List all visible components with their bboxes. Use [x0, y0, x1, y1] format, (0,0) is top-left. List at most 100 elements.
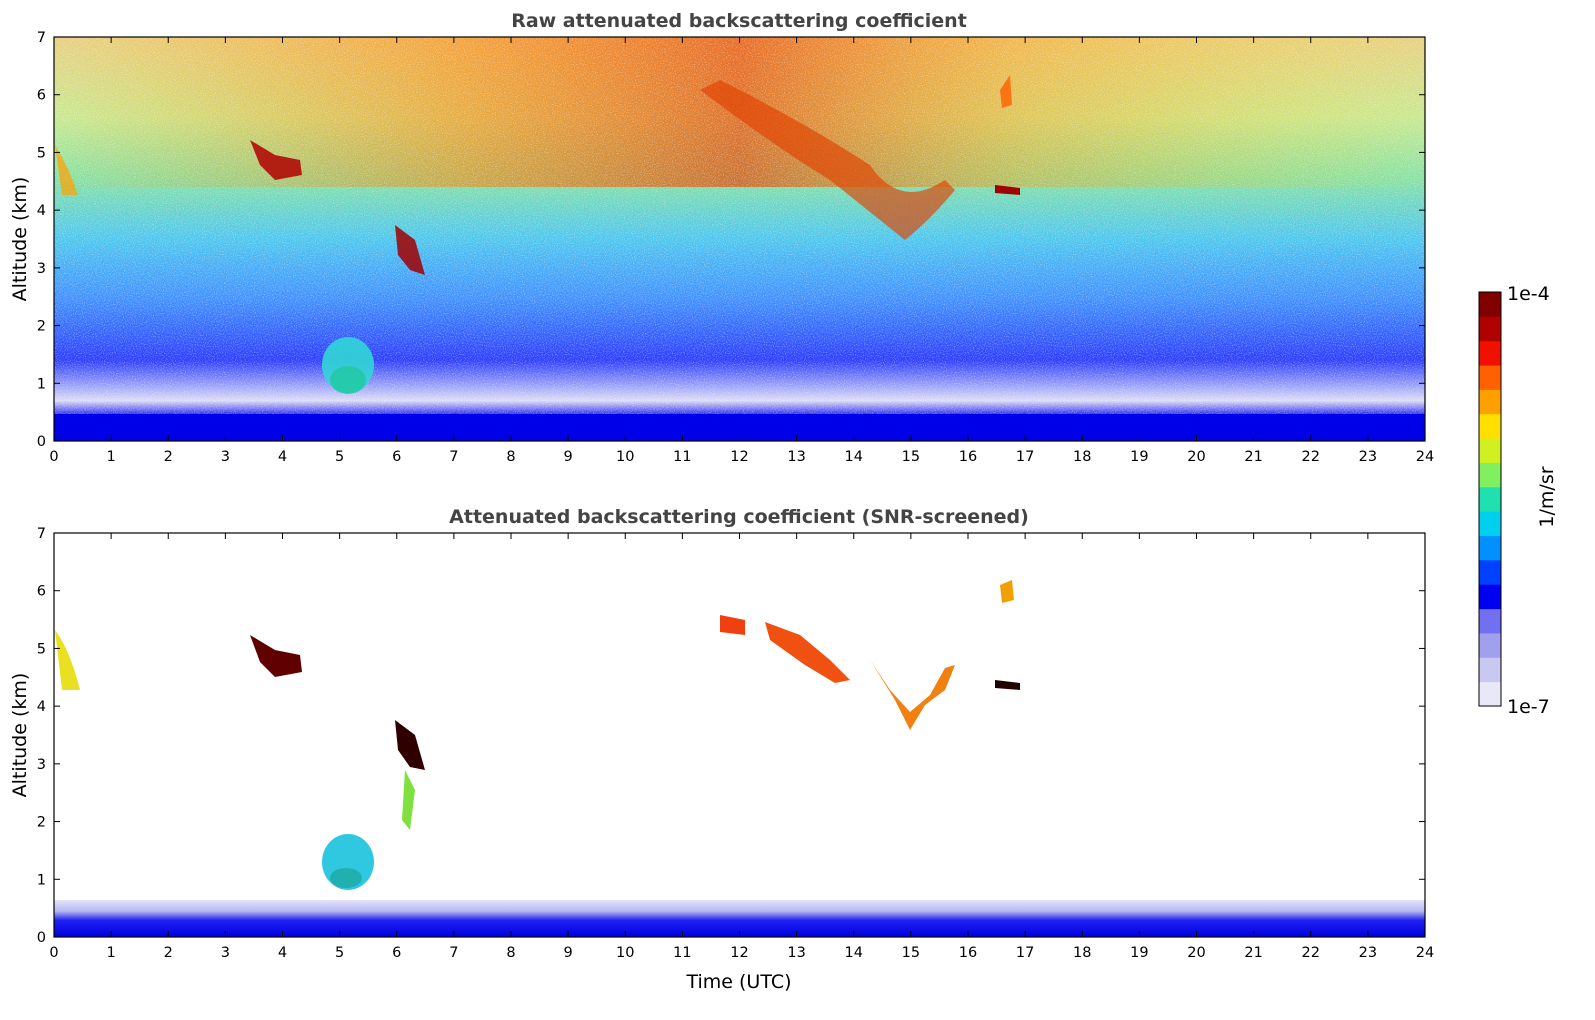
raw-cloud-c — [995, 185, 1020, 195]
x-tick-label: 18 — [1073, 945, 1091, 961]
y-tick-label: 3 — [37, 261, 46, 277]
x-tick-label: 17 — [1016, 945, 1034, 961]
screened-low-cloud-core — [330, 868, 362, 888]
x-tick-label: 24 — [1416, 945, 1434, 961]
colorbar-band — [1479, 486, 1501, 512]
x-tick-label: 15 — [902, 449, 920, 465]
x-tick-label: 1 — [107, 449, 116, 465]
x-tick-label: 20 — [1187, 449, 1205, 465]
x-tick-label: 22 — [1302, 449, 1320, 465]
screened-cloud-b — [395, 720, 425, 770]
x-tick-label: 7 — [449, 449, 458, 465]
colorbar-band — [1479, 365, 1501, 390]
x-tick-label: 5 — [335, 945, 344, 961]
x-tick-label: 17 — [1016, 449, 1034, 465]
colorbar-frame — [1478, 291, 1502, 707]
y-tick-label: 2 — [37, 319, 46, 335]
x-tick-label: 18 — [1073, 449, 1091, 465]
y-tick-label: 7 — [37, 526, 46, 542]
screened-cloud-e — [1000, 580, 1014, 603]
panel-raw: Raw attenuated backscattering coefficien… — [9, 10, 1434, 465]
x-tick-label: 14 — [845, 449, 863, 465]
screened-layer-1 — [720, 615, 745, 635]
colorbar-band — [1479, 608, 1501, 634]
raw-cloud-left — [55, 145, 78, 195]
colorbar-band — [1479, 559, 1501, 585]
colorbar-band — [1479, 340, 1501, 366]
screened-cloud-c — [402, 770, 415, 830]
x-tick-label: 11 — [673, 945, 691, 961]
x-tick-label: 16 — [959, 945, 977, 961]
x-tick-label: 6 — [392, 449, 401, 465]
x-tick-label: 3 — [221, 945, 230, 961]
x-tick-label: 19 — [1130, 945, 1148, 961]
raw-cloud-b — [395, 225, 425, 275]
screened-cloud-a — [250, 635, 302, 677]
x-tick-label: 24 — [1416, 449, 1434, 465]
y-tick-label: 0 — [37, 930, 46, 946]
x-tick-label: 21 — [1244, 449, 1262, 465]
colorbar-band — [1479, 389, 1501, 415]
colorbar-band — [1479, 292, 1501, 317]
x-tick-label: 23 — [1359, 449, 1377, 465]
y-tick-label: 6 — [37, 88, 46, 104]
y-tick-label: 1 — [37, 872, 46, 888]
x-tick-label: 9 — [564, 449, 573, 465]
colorbar-unit-label: 1/m/sr — [1536, 466, 1558, 527]
x-tick-label: 23 — [1359, 945, 1377, 961]
x-tick-label: 12 — [730, 945, 748, 961]
x-tick-label: 9 — [564, 945, 573, 961]
screened-boundary-layer — [54, 900, 1425, 937]
panel-raw-ylabel: Altitude (km) — [9, 177, 31, 302]
colorbar-band — [1479, 316, 1501, 342]
x-tick-label: 6 — [392, 945, 401, 961]
screened-axis-ticks: 0 1 2 3 4 5 6 7 8 9 10 11 12 13 14 15 16 17 18 19 20 21 22 23 24… — [37, 526, 1434, 961]
screened-layer-3 — [870, 660, 955, 730]
x-tick-label: 11 — [673, 449, 691, 465]
y-tick-label: 0 — [37, 434, 46, 450]
screened-background — [54, 533, 1425, 937]
x-tick-label: 2 — [164, 449, 173, 465]
x-tick-label: 0 — [49, 449, 58, 465]
colorbar-max-label: 1e-4 — [1507, 283, 1550, 305]
screened-cloud-left — [55, 630, 80, 690]
x-tick-label: 8 — [506, 449, 515, 465]
raw-cloud-d — [1000, 75, 1012, 108]
x-tick-label: 4 — [278, 945, 287, 961]
raw-low-cloud-core — [330, 366, 366, 394]
x-tick-label: 10 — [616, 945, 634, 961]
x-tick-label: 19 — [1130, 449, 1148, 465]
raw-elevated-layer — [700, 80, 955, 240]
colorbar-band — [1479, 632, 1501, 658]
x-tick-label: 1 — [107, 945, 116, 961]
x-tick-label: 14 — [845, 945, 863, 961]
y-tick-label: 1 — [37, 376, 46, 392]
y-tick-label: 7 — [37, 30, 46, 46]
x-tick-label: 7 — [449, 945, 458, 961]
colorbar-bands — [1479, 292, 1501, 707]
colorbar-band — [1479, 462, 1501, 488]
x-tick-label: 3 — [221, 449, 230, 465]
colorbar-band — [1479, 438, 1501, 463]
x-tick-label: 20 — [1187, 945, 1205, 961]
x-tick-label: 13 — [787, 945, 805, 961]
colorbar-band — [1479, 413, 1501, 439]
colorbar-band — [1479, 681, 1501, 707]
y-tick-label: 5 — [37, 641, 46, 657]
panel-screened-ylabel: Altitude (km) — [9, 673, 31, 798]
y-tick-label: 4 — [37, 699, 46, 715]
raw-axis-ticks: 0 1 2 3 4 5 6 7 8 9 10 11 12 13 14 15 16 17 18 19 20 21 22 23 24… — [37, 30, 1434, 465]
y-tick-label: 5 — [37, 145, 46, 161]
x-tick-label: 8 — [506, 945, 515, 961]
x-tick-label: 12 — [730, 449, 748, 465]
y-tick-label: 3 — [37, 757, 46, 773]
panel-screened-plot-area: 0 1 2 3 4 5 6 7 8 9 10 11 12 13 14 15 16 17 18 19 20 21 22 23 24… — [37, 526, 1434, 961]
panel-raw-plot-area: 0 1 2 3 4 5 6 7 8 9 10 11 12 13 14 15 16 17 18 19 20 21 22 23 24… — [37, 30, 1434, 465]
colorbar-band — [1479, 511, 1501, 537]
panel-screened-title: Attenuated backscattering coefficient (S… — [449, 506, 1029, 528]
x-tick-label: 15 — [902, 945, 920, 961]
raw-cloud-a — [250, 140, 302, 180]
colorbar-min-label: 1e-7 — [1507, 696, 1550, 718]
x-tick-label: 22 — [1302, 945, 1320, 961]
